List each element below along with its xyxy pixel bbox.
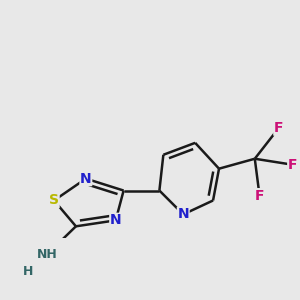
- Text: N: N: [177, 207, 189, 221]
- Text: S: S: [49, 194, 59, 208]
- Text: N: N: [80, 172, 92, 186]
- Text: F: F: [274, 121, 284, 135]
- Text: F: F: [255, 189, 264, 203]
- Text: NH: NH: [37, 248, 58, 261]
- Text: H: H: [23, 265, 33, 278]
- Text: N: N: [110, 213, 122, 227]
- Text: F: F: [288, 158, 297, 172]
